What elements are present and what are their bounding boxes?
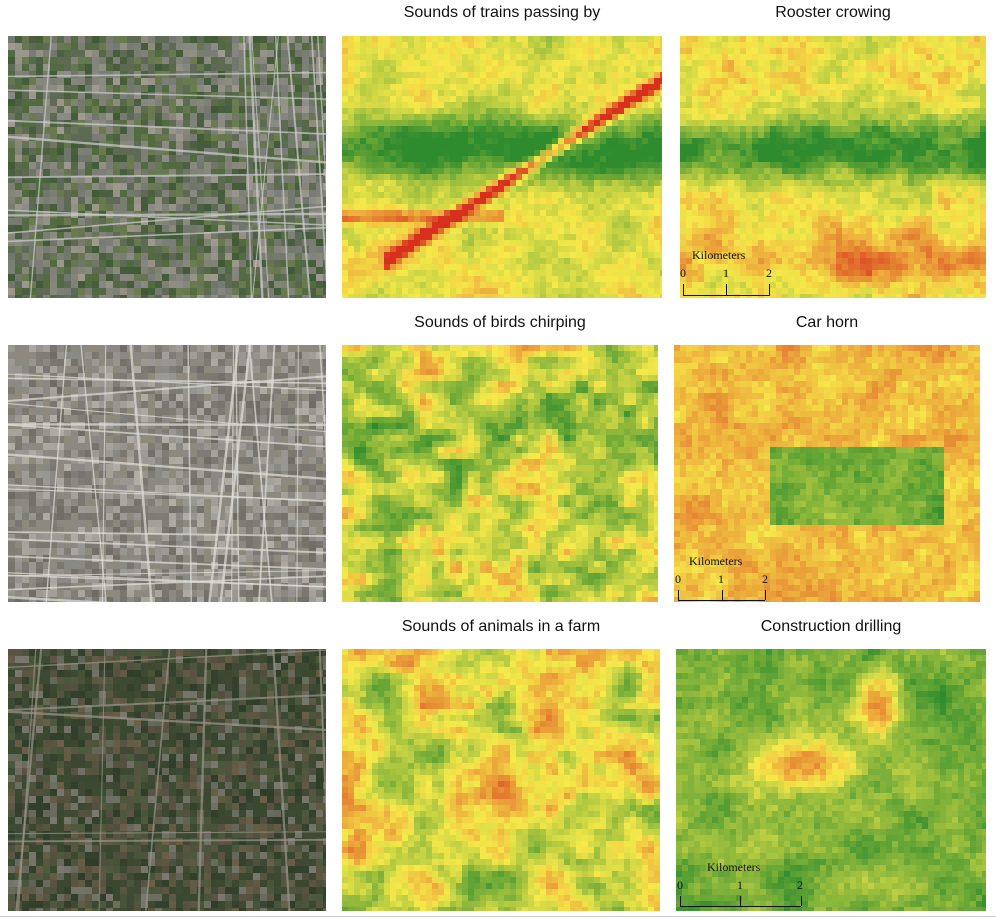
heatmap-trains [342,36,662,298]
map-title-rooster: Rooster crowing [775,4,891,21]
scale-bar-row3: Kilometers 0 1 2 [677,858,807,910]
scale-tick-label: 0 [677,878,683,892]
heatmap-birds [342,345,658,602]
scale-tick [740,896,741,906]
scale-label: Kilometers [707,860,761,874]
scale-tick [683,284,684,296]
scale-tick [726,284,727,296]
heatmap-rooster [680,36,986,298]
scale-tick-label: 2 [766,266,772,280]
scale-bar-line [680,906,801,907]
scale-tick [769,284,770,296]
scale-label: Kilometers [692,248,746,262]
scale-tick-label: 1 [718,572,724,586]
scale-label: Kilometers [689,554,743,568]
heatmap-car-horn [674,345,980,602]
map-title-car-horn: Car horn [795,314,859,331]
heatmap-farm-animals [342,649,660,911]
satellite-image-row1 [8,36,326,298]
scale-tick-label: 1 [737,878,743,892]
scale-tick-label: 0 [675,572,681,586]
scale-bar-row1: Kilometers 0 1 2 [680,248,780,298]
heatmap-construction [676,649,986,911]
scale-tick [801,896,802,906]
scale-tick-label: 2 [762,572,768,586]
map-title-farm-animals: Sounds of animals in a farm [401,618,601,635]
scale-bar-row2: Kilometers 0 1 2 [675,554,775,604]
scale-tick-label: 0 [680,266,686,280]
scale-tick [722,590,723,600]
map-title-construction: Construction drilling [760,618,902,635]
satellite-image-row2 [8,345,326,602]
scale-tick [680,896,681,906]
scale-tick [765,590,766,600]
scale-tick-label: 2 [797,878,803,892]
satellite-image-row3 [8,649,326,911]
scale-bar-line [678,600,765,601]
scale-tick [678,590,679,600]
scale-tick-label: 1 [723,266,729,280]
map-title-birds: Sounds of birds chirping [414,314,586,331]
bottom-divider [0,916,996,917]
map-title-trains: Sounds of trains passing by [403,4,601,21]
